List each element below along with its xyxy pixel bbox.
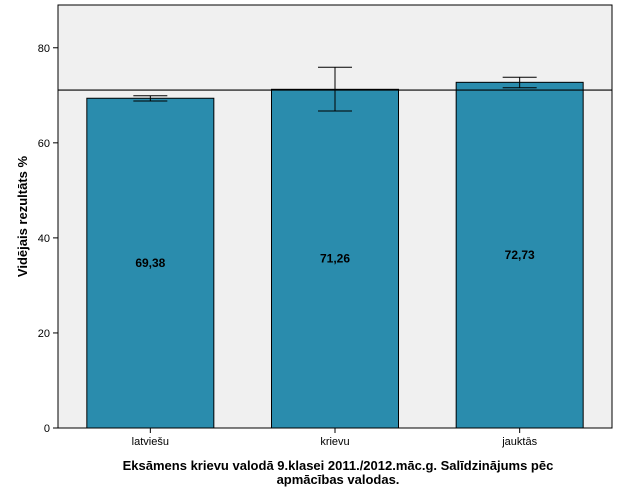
data-label: 71,26 bbox=[320, 252, 350, 266]
y-axis: 0 20 40 60 80 bbox=[38, 43, 58, 435]
y-axis-title: Vidējais rezultāts % bbox=[15, 155, 30, 277]
y-tick-label: 40 bbox=[38, 233, 50, 245]
bars-group: 69,38 71,26 72,73 bbox=[86, 81, 584, 429]
x-tick-label: jauktās bbox=[501, 436, 537, 448]
bar-krievu bbox=[271, 88, 399, 429]
chart-title-line: apmācības valodas. bbox=[277, 472, 400, 487]
y-tick-label: 80 bbox=[38, 43, 50, 55]
data-label: 72,73 bbox=[505, 248, 535, 262]
chart-title-line: Eksāmens krievu valodā 9.klasei 2011./20… bbox=[123, 458, 554, 473]
y-tick-label: 20 bbox=[38, 328, 50, 340]
x-tick-label: krievu bbox=[320, 436, 349, 448]
data-label: 69,38 bbox=[135, 256, 165, 270]
x-tick-label: latviešu bbox=[132, 436, 169, 448]
x-axis: latviešu krievu jauktās bbox=[132, 428, 538, 448]
bar-latviešu bbox=[86, 97, 215, 429]
titles-group: Vidējais rezultāts % Eksāmens krievu valo… bbox=[15, 155, 553, 487]
error-bars-group bbox=[133, 66, 537, 112]
y-tick-label: 60 bbox=[38, 138, 50, 150]
y-tick-label: 0 bbox=[44, 423, 50, 435]
